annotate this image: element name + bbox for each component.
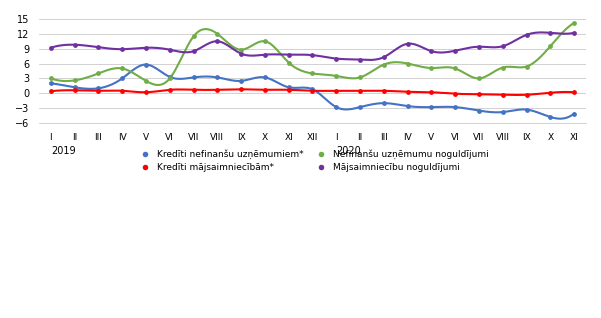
Point	[474, 76, 484, 81]
Point	[332, 73, 341, 79]
Point	[498, 109, 508, 114]
Point	[117, 76, 127, 81]
Point	[70, 85, 79, 90]
Point	[260, 39, 270, 44]
Point	[569, 111, 579, 116]
Point	[522, 32, 531, 38]
Point	[70, 42, 79, 47]
Point	[427, 66, 436, 71]
Point	[569, 90, 579, 95]
Point	[189, 34, 198, 39]
Point	[308, 88, 317, 93]
Point	[189, 75, 198, 80]
Point	[94, 86, 103, 91]
Point	[474, 44, 484, 49]
Point	[498, 65, 508, 70]
Point	[379, 88, 389, 93]
Point	[165, 87, 175, 92]
Point	[236, 87, 246, 92]
Point	[403, 41, 412, 46]
Point	[165, 76, 175, 81]
Legend: Kredīti nefinanšu uzņēmumiem*, Kredīti mājsaimniecībām*, Nefinanšu uzņēmumu nogu: Kredīti nefinanšu uzņēmumiem*, Kredīti m…	[136, 149, 489, 172]
Point	[141, 78, 151, 83]
Point	[70, 78, 79, 83]
Point	[522, 64, 531, 69]
Point	[379, 62, 389, 67]
Point	[450, 66, 460, 71]
Point	[546, 44, 555, 49]
Point	[403, 104, 412, 109]
Point	[403, 61, 412, 66]
Point	[213, 87, 222, 92]
Point	[284, 52, 293, 57]
Point	[189, 49, 198, 54]
Point	[450, 91, 460, 96]
Point	[332, 88, 341, 93]
Point	[94, 71, 103, 76]
Point	[284, 87, 293, 92]
Point	[260, 75, 270, 80]
Point	[474, 108, 484, 113]
Point	[308, 71, 317, 76]
Point	[236, 78, 246, 83]
Point	[546, 30, 555, 35]
Point	[213, 39, 222, 44]
Point	[284, 60, 293, 65]
Point	[379, 100, 389, 106]
Point	[46, 76, 56, 81]
Point	[332, 56, 341, 61]
Point	[94, 88, 103, 93]
Point	[569, 20, 579, 25]
Point	[213, 31, 222, 36]
Point	[355, 88, 365, 93]
Point	[165, 47, 175, 52]
Point	[70, 88, 79, 93]
Point	[260, 52, 270, 57]
Point	[498, 44, 508, 49]
Point	[260, 87, 270, 92]
Text: 2020: 2020	[337, 146, 361, 156]
Point	[355, 57, 365, 62]
Point	[284, 85, 293, 90]
Point	[403, 89, 412, 94]
Point	[427, 90, 436, 95]
Point	[117, 47, 127, 52]
Point	[427, 105, 436, 110]
Point	[236, 47, 246, 52]
Point	[546, 90, 555, 95]
Point	[117, 88, 127, 93]
Point	[141, 90, 151, 95]
Point	[308, 52, 317, 58]
Point	[332, 105, 341, 110]
Point	[355, 105, 365, 110]
Point	[355, 75, 365, 80]
Point	[569, 30, 579, 35]
Point	[189, 87, 198, 92]
Point	[141, 62, 151, 67]
Point	[474, 92, 484, 97]
Point	[213, 75, 222, 80]
Point	[165, 74, 175, 80]
Point	[498, 92, 508, 97]
Point	[46, 89, 56, 94]
Point	[450, 105, 460, 110]
Point	[546, 114, 555, 120]
Point	[379, 55, 389, 60]
Point	[94, 45, 103, 50]
Point	[46, 45, 56, 50]
Point	[308, 87, 317, 92]
Point	[141, 45, 151, 50]
Point	[522, 92, 531, 97]
Text: 2019: 2019	[51, 146, 76, 156]
Point	[522, 107, 531, 112]
Point	[450, 48, 460, 53]
Point	[236, 51, 246, 56]
Point	[427, 49, 436, 54]
Point	[117, 66, 127, 71]
Point	[46, 81, 56, 86]
